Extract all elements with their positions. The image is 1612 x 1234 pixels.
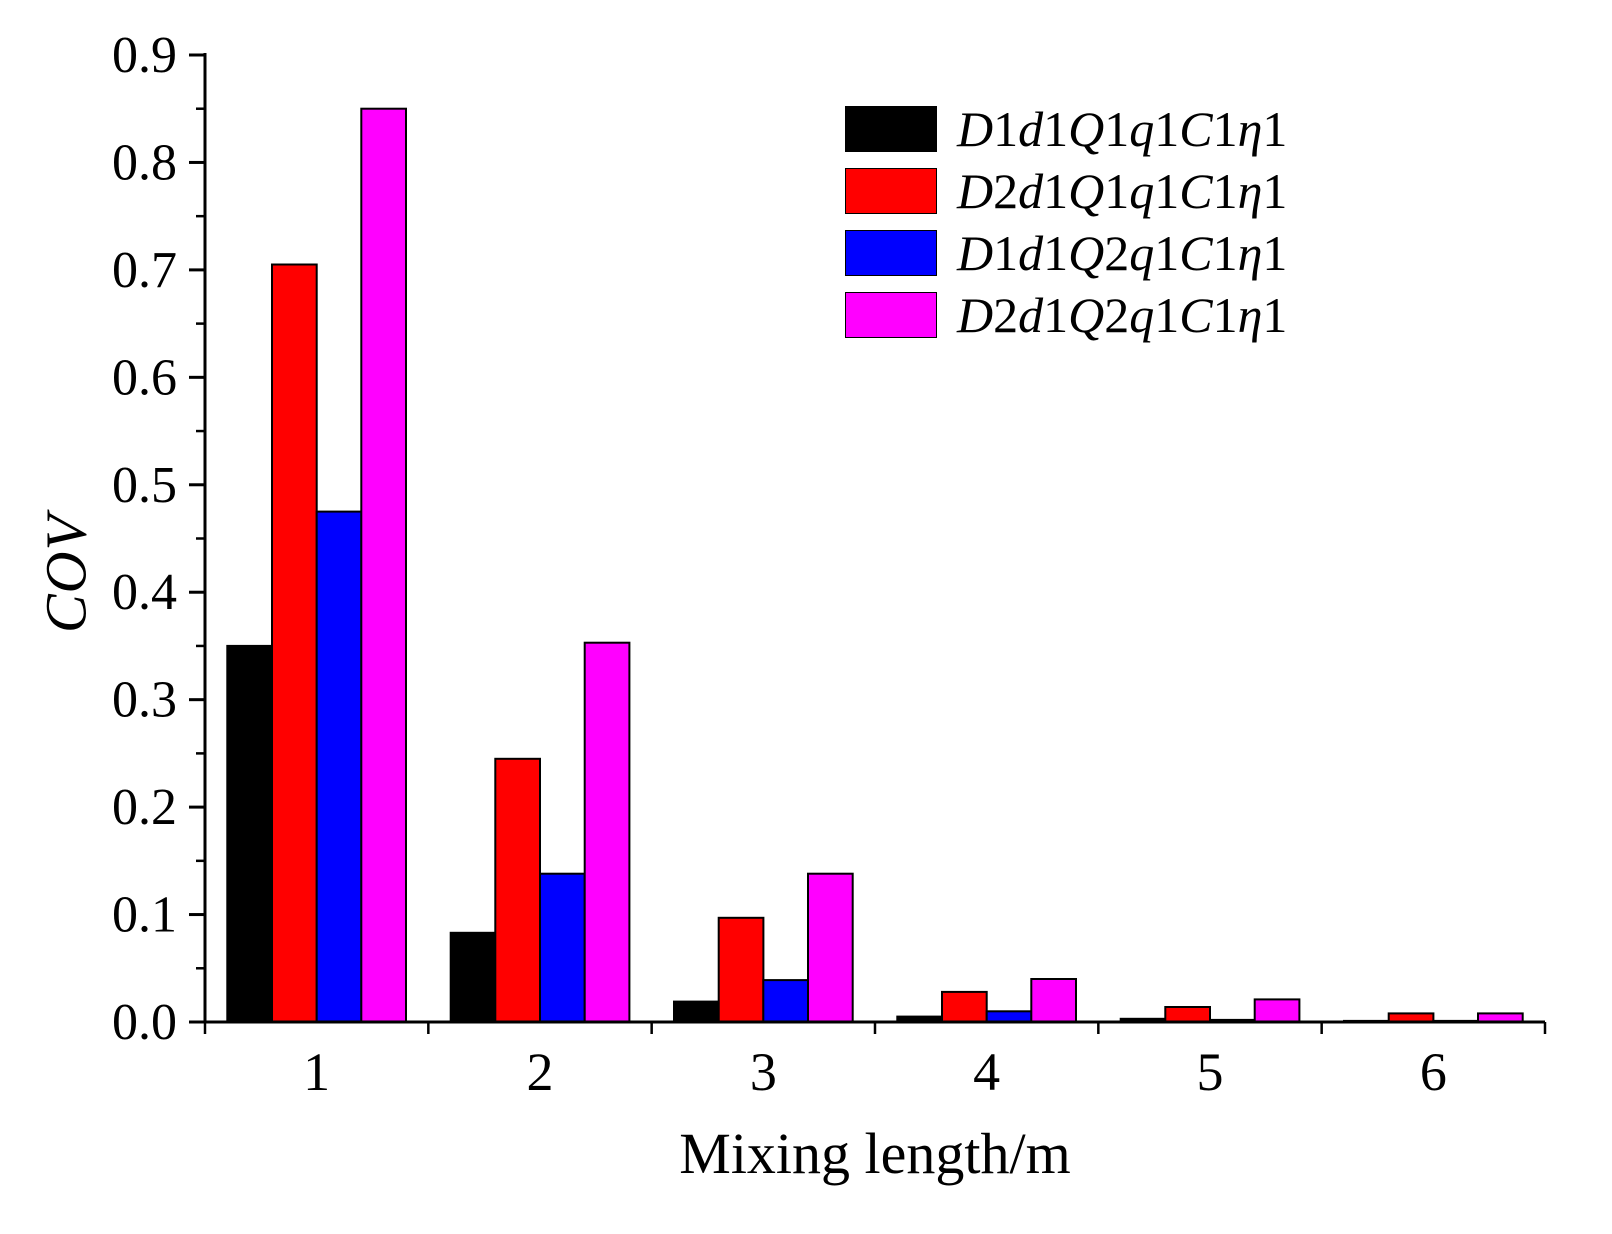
legend: D1d1Q1q1C1η1 D2d1Q1q1C1η1 D1d1Q2q1C1η1 D2d1… <box>845 101 1287 353</box>
y-tick-label: 0.5 <box>112 457 177 514</box>
bar-series3-cat1 <box>315 510 363 1023</box>
y-tick-label: 0.9 <box>112 27 177 84</box>
y-tick-label: 0.6 <box>112 349 177 406</box>
legend-label: D2d1Q1q1C1η1 <box>957 163 1288 219</box>
bar-series1-cat3 <box>673 1000 720 1023</box>
x-tick-label: 4 <box>973 1042 1000 1102</box>
bar-series2-cat1 <box>271 263 318 1023</box>
y-tick-label: 0.0 <box>112 994 177 1051</box>
y-tick-label: 0.7 <box>112 242 177 299</box>
bar-series2-cat2 <box>494 757 541 1023</box>
legend-label: D1d1Q1q1C1η1 <box>957 101 1288 157</box>
legend-swatch <box>845 106 937 152</box>
x-axis-title: Mixing length/m <box>679 1121 1071 1186</box>
y-tick-label: 0.2 <box>112 779 177 836</box>
x-tick-label: 3 <box>750 1042 777 1102</box>
bar-series4-cat4 <box>1030 978 1078 1023</box>
bar-series4-cat3 <box>807 872 854 1024</box>
bar-series2-cat5 <box>1164 1006 1212 1023</box>
y-axis-title: COV <box>33 514 99 633</box>
bar-series2-cat4 <box>941 990 988 1024</box>
y-tick-label: 0.1 <box>112 887 177 944</box>
legend-item-3: D1d1Q2q1C1η1 <box>845 225 1287 281</box>
bar-series1-cat1 <box>226 644 274 1024</box>
bar-series3-cat2 <box>539 872 586 1024</box>
legend-swatch <box>845 230 937 276</box>
bar-series4-cat2 <box>583 641 631 1023</box>
bar-series3-cat3 <box>762 979 809 1023</box>
bar-series1-cat2 <box>449 931 497 1023</box>
x-tick-label: 1 <box>303 1042 330 1102</box>
bar-series4-cat5 <box>1253 998 1301 1024</box>
legend-label: D1d1Q2q1C1η1 <box>957 225 1288 281</box>
x-tick-label: 5 <box>1197 1042 1224 1102</box>
legend-item-4: D2d1Q2q1C1η1 <box>845 287 1287 343</box>
legend-swatch <box>845 168 937 214</box>
legend-swatch <box>845 292 937 338</box>
legend-item-1: D1d1Q1q1C1η1 <box>845 101 1287 157</box>
x-tick-label: 2 <box>527 1042 554 1102</box>
y-tick-label: 0.3 <box>112 672 177 729</box>
y-tick-label: 0.8 <box>112 134 177 191</box>
x-tick-label: 6 <box>1420 1042 1447 1102</box>
legend-label: D2d1Q2q1C1η1 <box>957 287 1288 343</box>
y-tick-label: 0.4 <box>112 564 177 621</box>
bar-series3-cat4 <box>985 1010 1033 1023</box>
bar-series4-cat1 <box>360 107 407 1023</box>
legend-item-2: D2d1Q1q1C1η1 <box>845 163 1287 219</box>
bar-series2-cat3 <box>717 916 765 1023</box>
